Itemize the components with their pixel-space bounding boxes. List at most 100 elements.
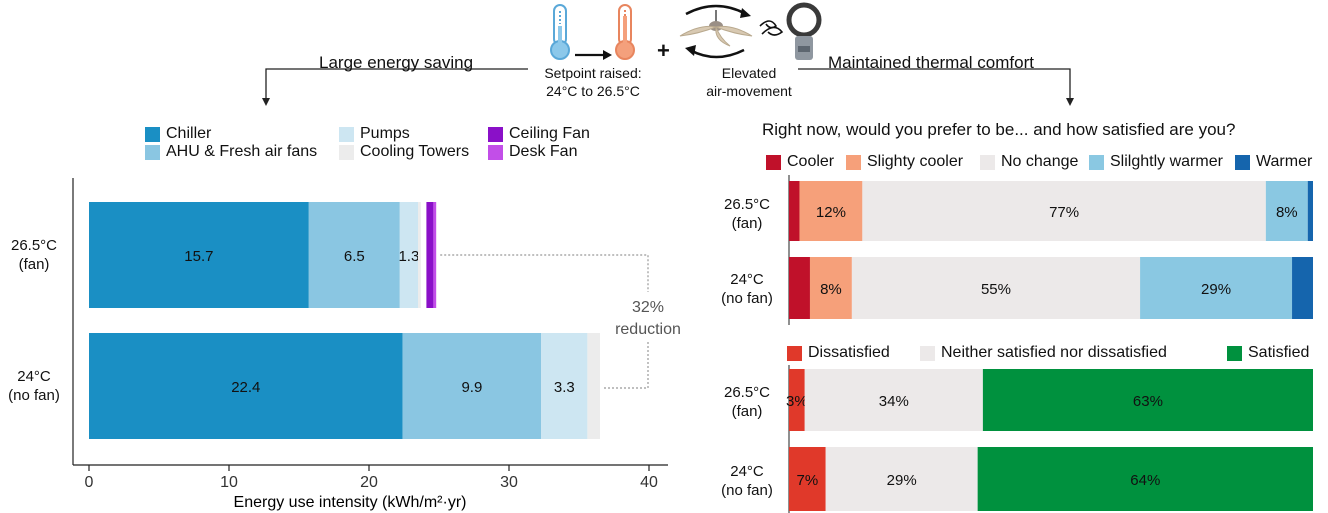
reduction-label-bg: [605, 292, 685, 342]
left-bracket-line: [265, 68, 528, 104]
preference-legend: Cooler Slighty cooler No change Slilghtl…: [766, 152, 1326, 172]
legend-swatch: [145, 144, 160, 160]
satisfaction-legend: Dissatisfied Neither satisfied nor dissa…: [787, 343, 1317, 363]
legend-item-cooler: Cooler: [766, 153, 834, 171]
x-axis-title: Energy use intensity (kWh/m²·yr): [234, 494, 467, 511]
bar-ahu-fresh-air-fans-nofan: [402, 333, 542, 439]
survey-title: Right now, would you prefer to be... and…: [762, 120, 1236, 139]
preference-value-label: 29%: [1201, 281, 1231, 298]
preference-value-label: 77%: [1049, 204, 1079, 221]
energy-row-label-nofan: 24°C (no fan): [4, 367, 64, 405]
legend-label: Ceiling Fan: [509, 125, 590, 142]
energy-chart: 15.7 6.5 1.3 22.4 9.9 3.3 0 10 20 30 40 32% reduc…: [72, 178, 685, 511]
row-label-line-1: 26.5°C: [10, 237, 58, 254]
row-label-line-2: (fan): [731, 403, 763, 420]
setpoint-caption: Setpoint raised: 24°C to 26.5°C: [532, 64, 654, 100]
preference-value-label: 8%: [1276, 204, 1298, 221]
legend-label: Dissatisfied: [808, 344, 890, 361]
x-tick-label: 10: [220, 474, 238, 491]
legend-item-slightly-cooler: Slighty cooler: [846, 153, 963, 171]
legend-swatch: [766, 154, 781, 170]
legend-item-pumps: Pumps: [339, 125, 410, 143]
legend-label: No change: [1001, 153, 1079, 170]
bar-cooling-towers-nofan: [587, 333, 600, 439]
sat-row-label-nofan: 24°C (no fan): [712, 462, 782, 500]
reduction-line-top: [440, 254, 649, 296]
bar-value-label: 15.7: [184, 248, 213, 265]
legend-swatch: [145, 126, 160, 142]
satisfaction-value-label: 64%: [1130, 472, 1160, 489]
preference-bar-slilghtly-warmer-nofan: [1140, 257, 1293, 319]
preference-value-label: 55%: [981, 281, 1011, 298]
row-label-line-1: 24°C: [730, 271, 764, 288]
arrow-right-icon: [575, 50, 612, 60]
legend-item-no-change: No change: [980, 153, 1078, 171]
bar-value-label: 6.5: [344, 248, 365, 265]
legend-swatch: [980, 154, 995, 170]
legend-item-chiller: Chiller: [145, 125, 211, 143]
row-label-line-1: 26.5°C: [723, 384, 771, 401]
setpoint-caption-line-2: 24°C to 26.5°C: [546, 83, 640, 99]
row-label-line-2: (fan): [18, 256, 50, 273]
bar-pumps-fan: [399, 202, 418, 308]
legend-item-warmer: Warmer: [1235, 153, 1312, 171]
satisfaction-bar-satisfied-nofan: [977, 447, 1313, 511]
legend-item-desk-fan: Desk Fan: [488, 143, 577, 161]
bar-ahu-fresh-air-fans-fan: [308, 202, 400, 308]
legend-item-cooling-towers: Cooling Towers: [339, 143, 469, 161]
bar-ceiling-fan-fan: [426, 202, 434, 308]
legend-item-slightly-warmer: Slilghtly warmer: [1089, 153, 1223, 171]
preference-value-label: 12%: [816, 204, 846, 221]
reduction-percent: 32%: [632, 299, 664, 316]
reduction-line-bottom: [604, 338, 649, 389]
bar-chiller-fan: [89, 202, 309, 308]
preference-bar-slighty-cooler-fan: [799, 181, 863, 241]
x-tick-label: 20: [360, 474, 378, 491]
satisfaction-value-label: 29%: [887, 472, 917, 489]
row-label-line-1: 24°C: [730, 463, 764, 480]
legend-swatch: [1227, 345, 1242, 361]
plus-sign: +: [657, 38, 670, 63]
pref-row-label-nofan: 24°C (no fan): [712, 270, 782, 308]
desk-fan-icon: [759, 2, 822, 60]
preference-bar-no-change-fan: [862, 181, 1266, 241]
satisfaction-chart: 3% 34% 63% 7% 29% 64%: [786, 365, 1313, 513]
satisfaction-value-label: 63%: [1133, 393, 1163, 410]
legend-swatch: [488, 144, 503, 160]
satisfaction-bar-dissatisfied-fan: [789, 369, 805, 431]
reduction-word: reduction: [615, 321, 681, 338]
preference-bar-slilghtly-warmer-fan: [1265, 181, 1308, 241]
energy-saving-label: Large energy saving: [319, 53, 474, 72]
legend-item-ahu: AHU & Fresh air fans: [145, 143, 317, 161]
legend-label: Desk Fan: [509, 143, 578, 160]
bar-pumps-nofan: [541, 333, 588, 439]
row-label-line-2: (no fan): [721, 290, 773, 307]
bar-value-label: 3.3: [554, 379, 575, 396]
legend-label: Chiller: [166, 125, 212, 142]
x-tick-label: 0: [85, 474, 94, 491]
air-movement-caption: Elevated air-movement: [688, 64, 810, 100]
legend-swatch: [1089, 154, 1104, 170]
x-tick-label: 30: [500, 474, 518, 491]
legend-swatch: [339, 126, 354, 142]
legend-swatch: [787, 345, 802, 361]
energy-legend: Chiller AHU & Fresh air fans Pumps Cooli…: [145, 124, 615, 164]
preference-bar-warmer-nofan: [1292, 257, 1313, 319]
legend-label: Satisfied: [1248, 344, 1310, 361]
legend-label: Pumps: [360, 125, 410, 142]
bar-chiller-nofan: [89, 333, 403, 439]
thermometer-warm-icon: [615, 4, 635, 60]
energy-x-axis: 0 10 20 30 40: [85, 465, 658, 491]
header-brackets: [262, 68, 1074, 106]
row-label-line-2: (fan): [731, 215, 763, 232]
reduction-annotation: 32% reduction: [440, 254, 685, 389]
legend-swatch: [488, 126, 503, 142]
legend-label: AHU & Fresh air fans: [166, 143, 318, 160]
legend-label: Slighty cooler: [867, 153, 964, 170]
preference-value-label: 8%: [820, 281, 842, 298]
bar-value-label: 9.9: [461, 379, 482, 396]
x-tick-label: 40: [640, 474, 658, 491]
preference-bar-warmer-fan: [1307, 181, 1313, 241]
bar-value-label: 22.4: [231, 379, 260, 396]
row-label-line-1: 24°C: [17, 368, 51, 385]
